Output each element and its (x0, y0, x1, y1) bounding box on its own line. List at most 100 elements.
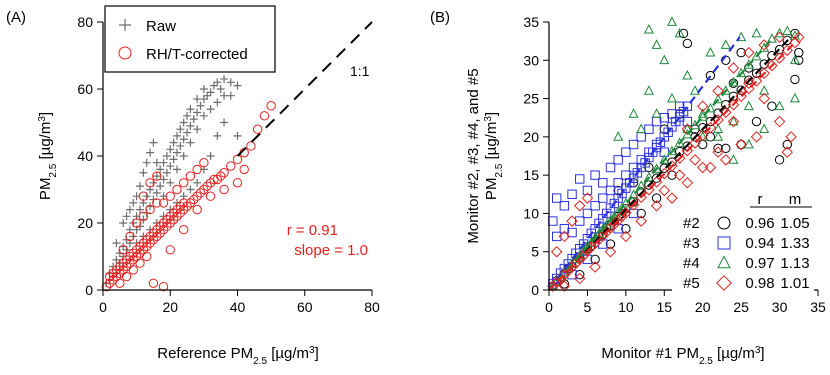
raw-data-point (186, 185, 195, 194)
monitor-5-data-point (620, 230, 632, 243)
monitor-5-data-point (696, 100, 709, 112)
panel-b-x-axis-title: Monitor #1 PM2.5 [µg/m3] (601, 345, 764, 367)
corrected-data-point (179, 178, 189, 188)
monitor-5-data-point (727, 98, 740, 111)
monitor-5-data-point (743, 77, 755, 90)
panel-a-legend-box (104, 5, 276, 73)
monitor-2-data-point (713, 143, 723, 154)
corrected-data-point (142, 251, 152, 262)
corrected-data-point (259, 111, 270, 121)
corrected-data-point (105, 271, 115, 282)
panel-b-y-tick-label: 25 (523, 91, 539, 107)
raw-data-point (122, 235, 131, 244)
raw-data-point (112, 255, 121, 264)
panel-b-legend-bg (672, 206, 814, 296)
raw-data-point (162, 152, 171, 160)
corrected-data-point (152, 225, 162, 235)
raw-data-point (213, 78, 222, 87)
panel-b-x-tick-label: 25 (733, 299, 749, 315)
monitor-5-data-point (627, 199, 640, 211)
raw-data-point (172, 131, 181, 140)
monitor-5-data-point (635, 215, 647, 227)
raw-data-point (209, 81, 218, 90)
raw-data-point (135, 182, 144, 191)
monitor-2-data-point (605, 239, 616, 249)
monitor-3-data-point (621, 170, 631, 180)
monitor-4-data-point (789, 54, 800, 65)
raw-data-point (206, 105, 215, 114)
monitor-3-data-point (613, 155, 623, 165)
monitor-5-data-point (616, 210, 628, 223)
monitor-3-fit-line (548, 36, 741, 291)
monitor-5-data-point (650, 200, 663, 212)
monitor-4-data-point (682, 69, 693, 80)
panel-b-y-axis-title-line2: PM2.5 [µg/m3] (483, 112, 505, 200)
panel-a-legend-corrected-marker (118, 46, 132, 60)
monitor-4-data-point (674, 27, 685, 38)
raw-data-point (176, 125, 185, 134)
corrected-data-point (205, 191, 216, 201)
raw-data-point (169, 155, 178, 164)
monitor-4-data-point (651, 39, 662, 49)
corrected-data-point (266, 101, 276, 111)
panel-a-y-tick-label: 40 (77, 148, 93, 164)
monitor-4-data-point (643, 85, 654, 95)
panel-b-ticks: 0 5 10 15 20 25 30 35 0 5 10 15 20 25 30 35 (523, 14, 826, 315)
panel-b-legend-m-header: m (789, 191, 802, 208)
monitor-3-data-point (575, 216, 585, 226)
corrected-data-point (128, 248, 138, 258)
corrected-data-point (172, 184, 182, 195)
monitor-5-data-point (635, 191, 647, 204)
monitor-4-data-point (636, 180, 647, 190)
raw-data-point (220, 91, 229, 100)
raw-data-point (213, 131, 222, 140)
corrected-data-point (172, 211, 182, 222)
monitor-2-fit-line (548, 36, 792, 291)
legend-circle-marker (118, 46, 132, 60)
monitor-5-data-point (604, 245, 617, 258)
panel-b-legend-r-header: r (758, 191, 763, 208)
panel-a-legend-raw-label: Raw (146, 18, 176, 35)
corrected-data-point (185, 171, 196, 181)
monitor-4-data-point (720, 85, 731, 95)
corrected-data-point (189, 194, 199, 205)
monitor-4-data-point (690, 85, 701, 95)
monitor-4-data-point (643, 171, 654, 182)
panel-a-y-tick-label: 20 (77, 215, 93, 231)
raw-data-point (146, 148, 155, 157)
monitor-3-data-point (667, 109, 677, 119)
monitor-2-data-point (590, 254, 600, 265)
monitor-5-data-point (766, 59, 778, 72)
raw-data-point (203, 91, 212, 100)
panel-b-y-tick-label: 20 (523, 129, 539, 145)
monitor-5-data-point (793, 31, 805, 44)
monitor-3-data-point (551, 231, 562, 242)
monitor-5-fit-line (548, 41, 796, 291)
monitor-3-data-point (590, 170, 600, 180)
corrected-data-point (125, 231, 135, 242)
monitor-5-data-point (558, 230, 571, 243)
panel-b-legend-rows: #2 0.96 1.05 #3 0.94 1.33 #4 0.97 1.13 #5 0.98 1.01 (683, 215, 810, 292)
raw-data-point (213, 98, 222, 107)
raw-data-point (169, 138, 178, 147)
legend-series-r: 0.94 (745, 235, 774, 252)
corrected-data-point (121, 255, 132, 265)
monitor-4-data-point (713, 131, 724, 141)
raw-data-point (159, 158, 168, 167)
panel-a-x-tick-label: 40 (230, 299, 246, 315)
raw-data-point (119, 219, 128, 227)
legend-series-marker (717, 236, 731, 250)
corrected-data-point (158, 218, 169, 228)
corrected-data-point (202, 181, 212, 191)
monitor-5-data-point (773, 115, 786, 128)
panel-a-x-tick-label: 0 (99, 299, 107, 315)
corrected-data-point (142, 241, 152, 252)
monitor-2-data-point (621, 224, 631, 234)
monitor-3-data-point (682, 116, 693, 127)
corrected-data-point (118, 245, 128, 255)
raw-data-point (166, 178, 175, 187)
panel-a-ticks: 0 20 40 60 80 0 20 40 60 80 (77, 14, 380, 315)
monitor-5-data-point (550, 276, 563, 289)
monitor-3-data-point (575, 174, 585, 184)
